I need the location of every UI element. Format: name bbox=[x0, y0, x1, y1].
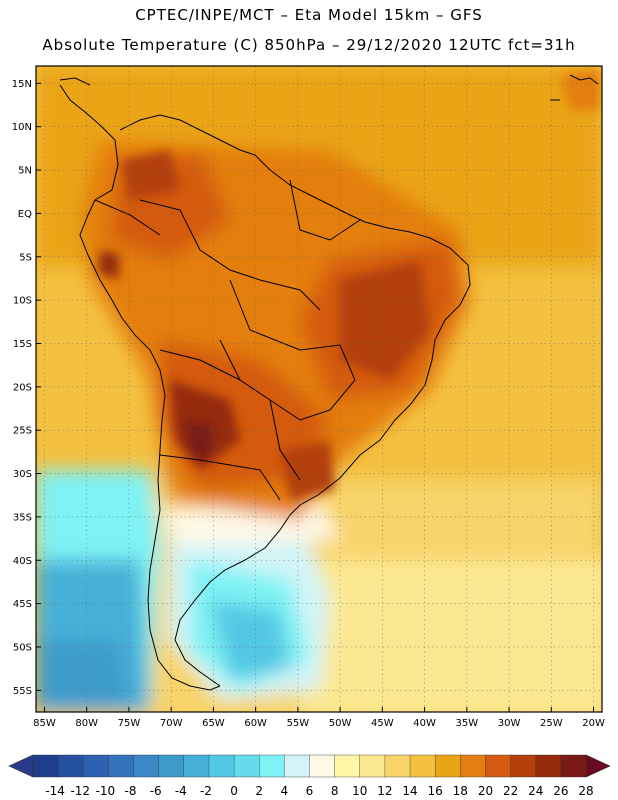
colorbar-swatch bbox=[233, 754, 260, 778]
lon-tick-label: 80W bbox=[75, 718, 98, 729]
colorbar-label: -8 bbox=[125, 784, 137, 798]
lat-tick-label: 35S bbox=[13, 512, 32, 523]
lon-tick-label: 35W bbox=[456, 718, 479, 729]
colorbar-swatch bbox=[133, 754, 160, 778]
lon-tick-label: 85W bbox=[33, 718, 56, 729]
lat-tick-label: 20S bbox=[13, 382, 32, 393]
coastlines bbox=[59, 74, 599, 691]
colorbar-label: 0 bbox=[230, 784, 238, 798]
lat-tick-label: EQ bbox=[18, 209, 32, 220]
colorbar-label: 28 bbox=[578, 784, 593, 798]
lon-tick-label: 65W bbox=[202, 718, 225, 729]
colorbar-swatch bbox=[108, 754, 135, 778]
lat-tick-label: 5N bbox=[18, 166, 32, 177]
colorbar-swatch bbox=[334, 754, 361, 778]
colorbar-label: 10 bbox=[352, 784, 367, 798]
colorbar-label: 26 bbox=[553, 784, 568, 798]
lon-tick-label: 30W bbox=[498, 718, 521, 729]
colorbar-swatch bbox=[535, 754, 562, 778]
lon-tick-label: 25W bbox=[540, 718, 563, 729]
map-frame bbox=[35, 65, 603, 713]
colorbar-swatch bbox=[32, 754, 59, 778]
colorbar-swatch bbox=[83, 754, 109, 778]
lat-tick-label: 15S bbox=[13, 339, 32, 350]
colorbar-label: 2 bbox=[255, 784, 263, 798]
colorbar-high-arrow bbox=[585, 754, 611, 778]
lon-tick-label: 55W bbox=[287, 718, 310, 729]
colorbar-label: 20 bbox=[478, 784, 493, 798]
temperature-colorbar: -14 -12 -10 -8 -6 -4 -2 0 2 4 6 8 10 12 14 16 18 20 22 24 26… bbox=[8, 754, 611, 798]
colorbar-swatch bbox=[460, 754, 486, 778]
lon-tick-label: 20W bbox=[582, 718, 605, 729]
colorbar-label: 18 bbox=[453, 784, 468, 798]
colorbar-label: 16 bbox=[428, 784, 443, 798]
axis-ticks: 15N 10N 5N EQ 5S 10S 15S 20S 25S 30S 35S 40S 45S 50S 5… bbox=[12, 79, 605, 729]
colorbar-swatch bbox=[485, 754, 512, 778]
lon-tick-label: 50W bbox=[329, 718, 352, 729]
lat-tick-label: 25S bbox=[13, 426, 32, 437]
colorbar-label: 22 bbox=[503, 784, 518, 798]
colorbar-label: -2 bbox=[200, 784, 212, 798]
lon-tick-label: 40W bbox=[413, 718, 436, 729]
lat-tick-label: 5S bbox=[19, 252, 32, 263]
colorbar-swatch bbox=[57, 754, 84, 778]
colorbar-swatch bbox=[309, 754, 336, 778]
lat-tick-label: 55S bbox=[13, 686, 32, 697]
temperature-field bbox=[36, 66, 602, 712]
colorbar-label: -12 bbox=[70, 784, 90, 798]
colorbar-swatch bbox=[510, 754, 537, 778]
colorbar-swatch bbox=[409, 754, 436, 778]
lat-tick-label: 15N bbox=[12, 79, 32, 90]
lat-tick-label: 10N bbox=[12, 122, 32, 133]
colorbar-swatch bbox=[284, 754, 311, 778]
lat-tick-label: 30S bbox=[13, 469, 32, 480]
colorbar-label: 4 bbox=[281, 784, 289, 798]
lat-tick-label: 40S bbox=[13, 556, 32, 567]
colorbar-label: 8 bbox=[331, 784, 339, 798]
colorbar-swatch bbox=[208, 754, 235, 778]
colorbar-label: 12 bbox=[377, 784, 392, 798]
colorbar-swatch bbox=[259, 754, 285, 778]
colorbar-label: 14 bbox=[402, 784, 417, 798]
lon-tick-label: 45W bbox=[371, 718, 394, 729]
colorbar-swatch bbox=[434, 754, 461, 778]
colorbar-low-arrow bbox=[8, 754, 34, 778]
colorbar-swatch bbox=[359, 754, 386, 778]
colorbar-label: -6 bbox=[150, 784, 162, 798]
colorbar-label: -14 bbox=[45, 784, 65, 798]
lat-tick-label: 45S bbox=[13, 599, 32, 610]
lat-tick-label: 50S bbox=[13, 642, 32, 653]
colorbar-swatch bbox=[183, 754, 210, 778]
colorbar-label: -4 bbox=[175, 784, 187, 798]
colorbar-label: -10 bbox=[96, 784, 116, 798]
map-title-line-2: Absolute Temperature (C) 850hPa – 29/12/… bbox=[42, 36, 576, 54]
map-title-line-1: CPTEC/INPE/MCT – Eta Model 15km – GFS bbox=[135, 6, 483, 24]
lon-tick-label: 75W bbox=[118, 718, 141, 729]
colorbar-swatch bbox=[158, 754, 185, 778]
lat-tick-label: 10S bbox=[13, 296, 32, 307]
colorbar-swatch bbox=[560, 754, 587, 778]
lon-tick-label: 60W bbox=[244, 718, 267, 729]
colorbar-label: 6 bbox=[306, 784, 314, 798]
colorbar-swatch bbox=[384, 754, 411, 778]
lon-tick-label: 70W bbox=[160, 718, 183, 729]
colorbar-label: 24 bbox=[528, 784, 543, 798]
